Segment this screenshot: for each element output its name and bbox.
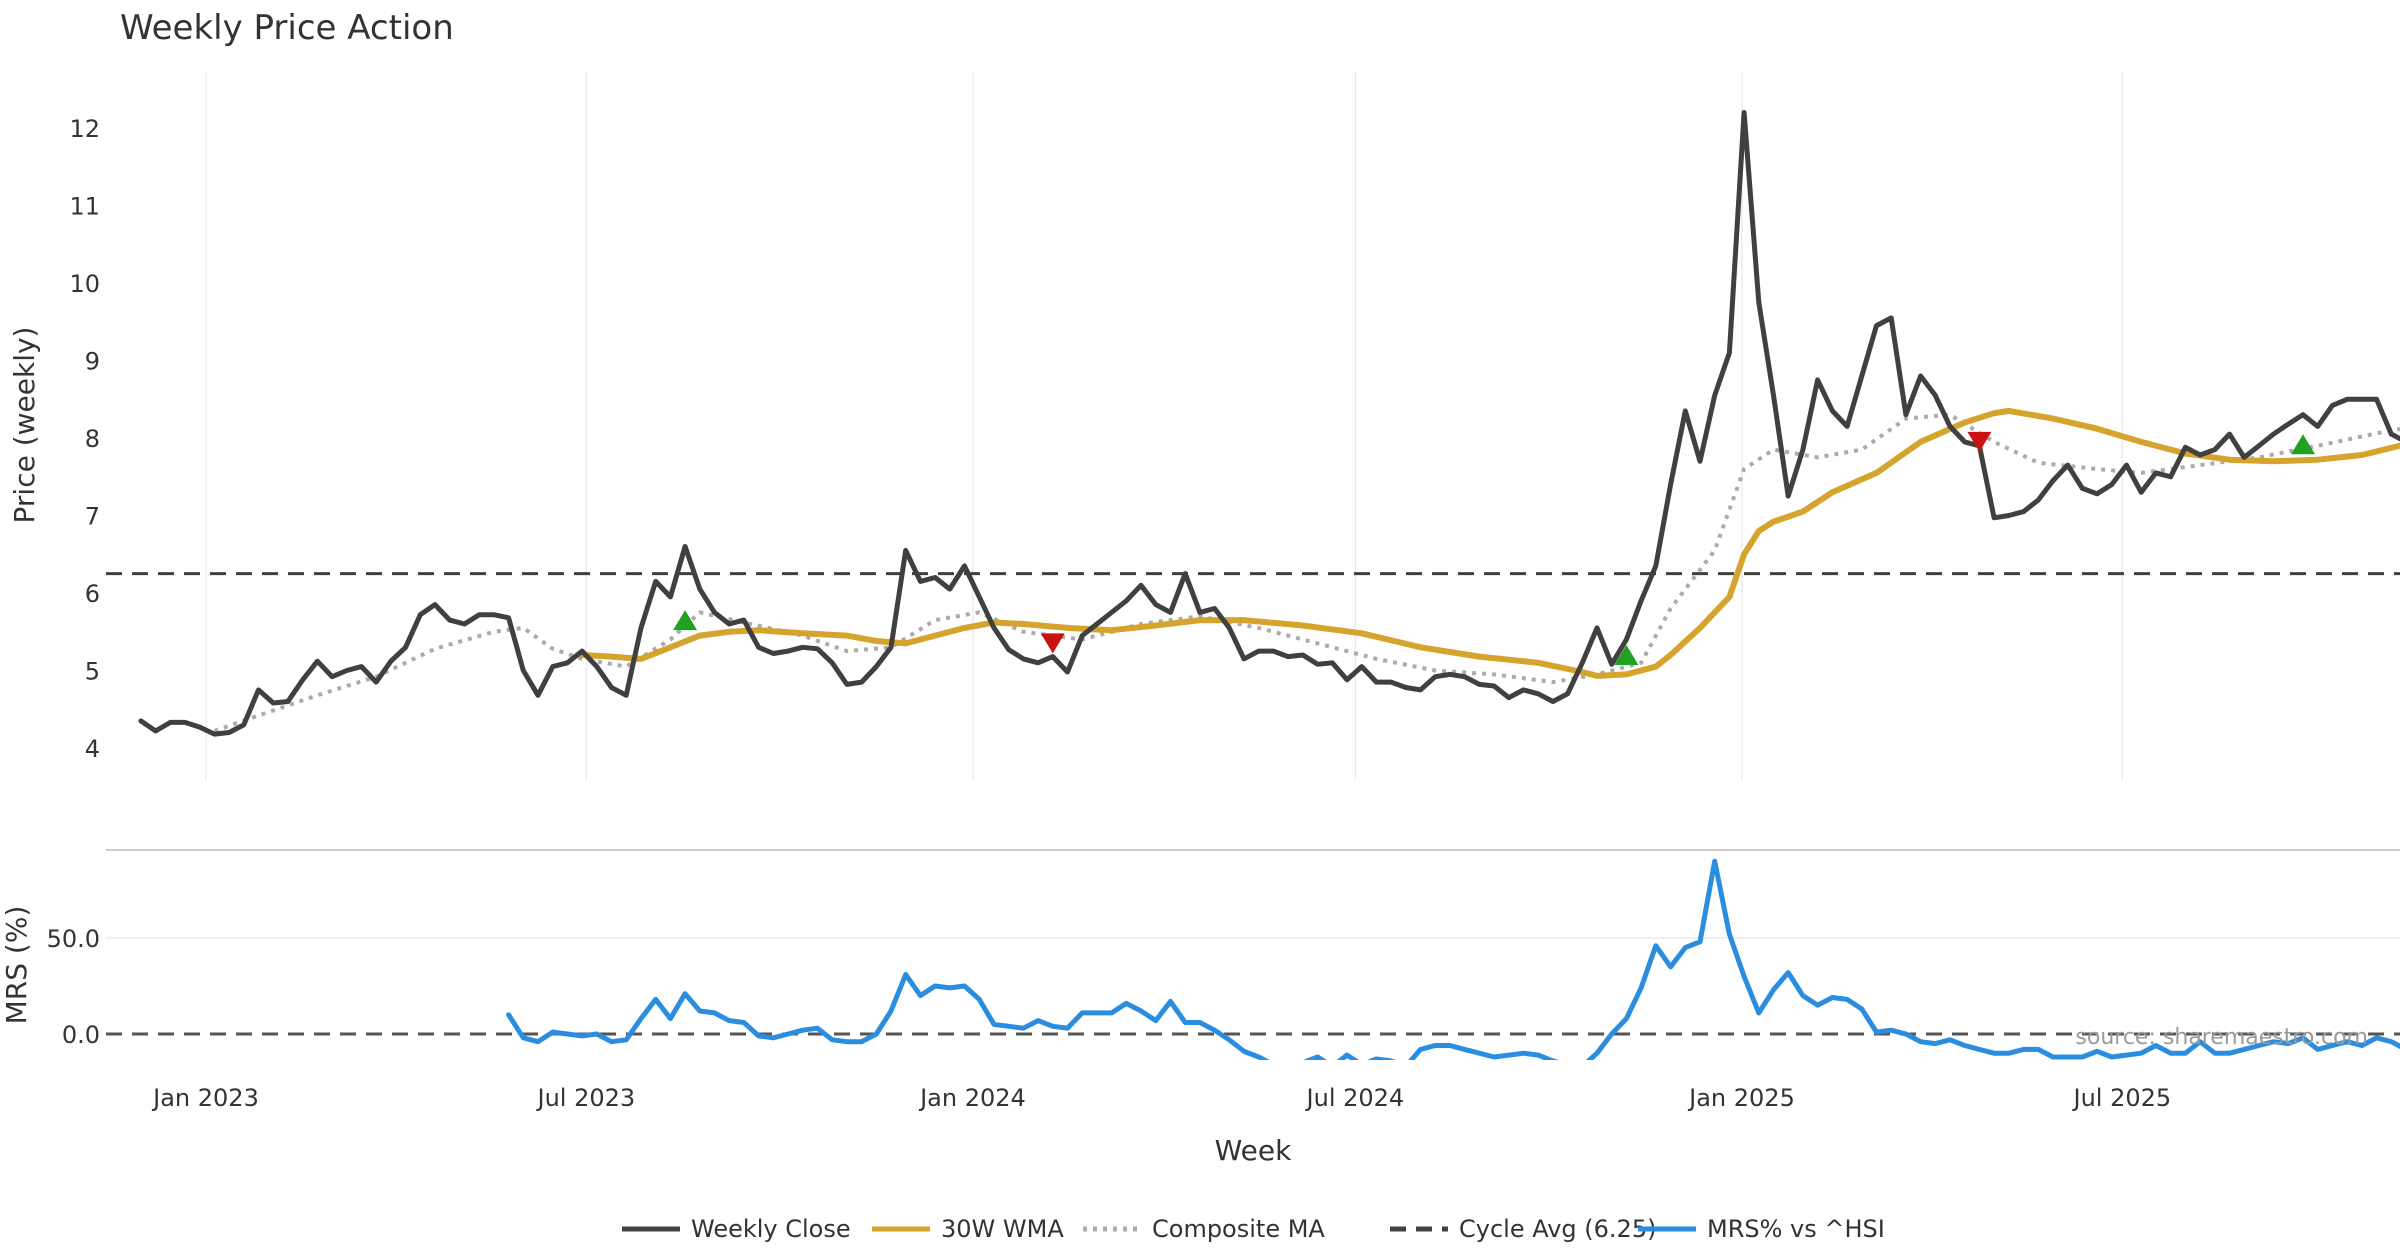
- price-y-tick-6: 6: [85, 580, 100, 608]
- legend-item-weekly-close[interactable]: Weekly Close: [622, 1215, 851, 1243]
- x-tick-jan-2023: Jan 2023: [151, 1084, 259, 1112]
- sell-signal-marker-1: [1040, 633, 1065, 654]
- mrs-y-tick-50: 50.0: [47, 925, 100, 953]
- legend-item-cycle-avg-6-25[interactable]: Cycle Avg (6.25): [1390, 1215, 1656, 1243]
- price-y-tick-8: 8: [85, 425, 100, 453]
- legend-item-mrs-vs-hsi[interactable]: MRS% vs ^HSI: [1638, 1215, 1885, 1243]
- legend-label-30w-wma: 30W WMA: [941, 1215, 1064, 1243]
- mrs-y-axis-label: MRS (%): [0, 906, 33, 1025]
- price-y-tick-5: 5: [85, 658, 100, 686]
- price-y-tick-9: 9: [85, 348, 100, 376]
- source-annotation: source: sharemaestro.com: [2075, 1025, 2368, 1050]
- series-mrs-vs-hsi: [506, 858, 2400, 1060]
- price-y-tick-12: 12: [69, 115, 100, 143]
- legend-item-30w-wma[interactable]: 30W WMA: [872, 1215, 1064, 1243]
- x-tick-jan-2024: Jan 2024: [918, 1084, 1026, 1112]
- series-weekly-close: [138, 110, 2400, 737]
- series-composite-ma: [213, 412, 2400, 733]
- x-tick-jan-2025: Jan 2025: [1687, 1084, 1795, 1112]
- series-30w-wma: [579, 407, 2400, 679]
- price-y-axis-label: Price (weekly): [8, 327, 41, 524]
- legend-item-composite-ma[interactable]: Composite MA: [1083, 1215, 1325, 1243]
- price-y-tick-11: 11: [69, 193, 100, 221]
- legend[interactable]: Weekly Close 30W WMA Composite MA Cycle Avg…: [622, 1215, 1885, 1243]
- x-tick-jul-2025: Jul 2025: [2071, 1084, 2171, 1112]
- legend-label-composite-ma: Composite MA: [1152, 1215, 1325, 1243]
- buy-signal-marker-0: [673, 610, 698, 631]
- x-axis-label: Week: [1215, 1134, 1292, 1167]
- x-tick-jul-2024: Jul 2024: [1305, 1084, 1405, 1112]
- chart-title: Weekly Price Action: [120, 8, 454, 48]
- price-y-tick-4: 4: [85, 735, 100, 763]
- sell-signal-marker-3: [1967, 431, 1992, 452]
- legend-label-mrs-vs-hsi: MRS% vs ^HSI: [1707, 1215, 1885, 1243]
- legend-label-weekly-close: Weekly Close: [691, 1215, 851, 1243]
- x-tick-jul-2023: Jul 2023: [535, 1084, 635, 1112]
- buy-signal-marker-2: [1614, 645, 1639, 665]
- x-axis: Jan 2023 Jul 2023 Jan 2024 Jul 2024 Jan 2025…: [151, 1084, 2171, 1112]
- price-y-tick-10: 10: [69, 270, 100, 298]
- mrs-panel: 0.0 50.0 MRS (%): [0, 858, 2400, 1060]
- price-y-tick-7: 7: [85, 503, 100, 531]
- buy-signal-marker-4: [2291, 434, 2316, 455]
- price-panel: 4 5 6 7 8 9 10 11 12 Price (weekly): [8, 72, 2400, 851]
- legend-label-cycle-avg-6-25: Cycle Avg (6.25): [1459, 1215, 1656, 1243]
- mrs-y-tick-0: 0.0: [62, 1021, 100, 1049]
